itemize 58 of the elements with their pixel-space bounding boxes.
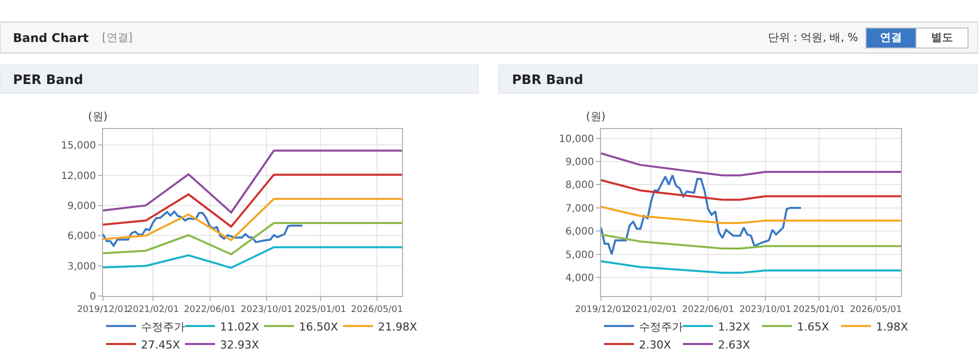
line-series — [601, 260, 901, 274]
text: 연결 — [880, 31, 902, 44]
y-tick-label: 0 — [90, 292, 96, 302]
legend-label: 수정주가 — [141, 320, 185, 334]
legend-label: 수정주가 — [639, 320, 683, 334]
y-tick-label: 6,000 — [67, 231, 96, 242]
y-axis-title: (원) — [88, 110, 108, 123]
text: [연결] — [102, 31, 133, 44]
legend-label: 1.32X — [718, 320, 750, 334]
line-series — [103, 198, 402, 242]
x-tick-label: 2026/05/01 — [850, 304, 902, 315]
y-axis-title: (원) — [586, 110, 606, 123]
y-tick-label: 15,000 — [61, 140, 96, 152]
chart-title: PER Band — [13, 73, 84, 88]
legend-label: 16.50X — [299, 320, 338, 334]
legend-label: 11.02X — [220, 320, 260, 334]
y-tick-label: 6,000 — [565, 226, 594, 238]
x-tick-label: 2022/06/01 — [682, 304, 734, 315]
text: 별도 — [931, 31, 953, 44]
y-tick-label: 3,000 — [67, 261, 96, 272]
chart-title: PBR Band — [512, 73, 584, 88]
x-tick-label: 2026/05/01 — [351, 304, 403, 315]
legend-label: 2.30X — [639, 338, 672, 352]
x-tick-label: 2023/10/01 — [739, 304, 792, 315]
x-tick-label: 2025/01/01 — [294, 304, 346, 315]
line-series — [103, 210, 304, 247]
line-series — [103, 174, 402, 228]
x-tick-label: 2025/01/01 — [793, 304, 845, 315]
x-tick-label: 2022/06/01 — [184, 304, 236, 315]
line-series — [103, 150, 402, 214]
y-tick-label: 10,000 — [559, 134, 594, 145]
y-tick-label: 9,000 — [565, 156, 594, 168]
legend-label: 1.65X — [797, 320, 830, 334]
legend-label: 27.45X — [141, 338, 180, 352]
legend-label: 1.98X — [876, 320, 908, 334]
legend-label: 32.93X — [220, 338, 260, 352]
x-tick-label: 2023/10/01 — [240, 304, 293, 315]
x-tick-label: 2019/12/01 — [77, 304, 129, 315]
y-tick-label: 7,000 — [565, 203, 594, 214]
line-series — [601, 206, 901, 224]
y-tick-label: 4,000 — [565, 272, 594, 284]
y-tick-label: 9,000 — [67, 200, 96, 212]
y-tick-label: 5,000 — [565, 250, 594, 261]
line-series — [601, 179, 901, 201]
legend-label: 2.63X — [718, 338, 750, 352]
text: 단위 : 억원, 배, % — [768, 31, 858, 44]
legend-label: 21.98X — [378, 320, 418, 334]
y-tick-label: 12,000 — [61, 170, 96, 182]
x-tick-label: 2019/12/01 — [575, 304, 627, 315]
text: Band Chart — [13, 31, 89, 45]
x-tick-label: 2021/02/01 — [625, 304, 678, 315]
line-series — [601, 174, 802, 256]
line-series — [103, 246, 402, 269]
x-tick-label: 2021/02/01 — [127, 304, 179, 315]
y-tick-label: 8,000 — [565, 180, 594, 192]
line-series — [601, 152, 901, 176]
line-series — [103, 222, 402, 256]
line-series — [601, 234, 901, 250]
